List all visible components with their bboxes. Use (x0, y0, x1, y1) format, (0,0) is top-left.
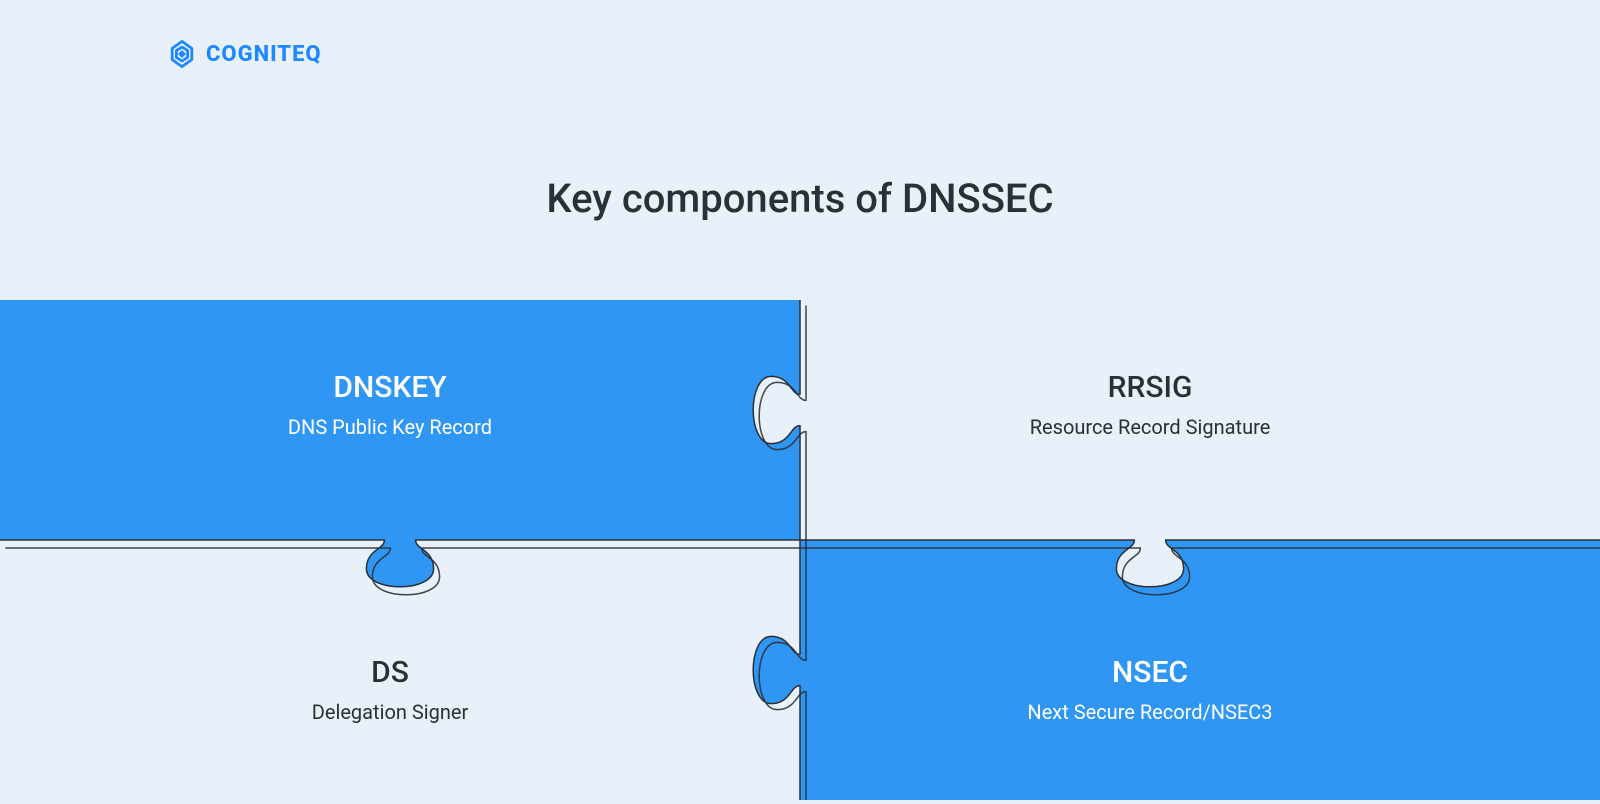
piece-subtitle: Next Secure Record/NSEC3 (950, 700, 1350, 724)
page-title: Key components of DNSSEC (0, 175, 1600, 222)
piece-rrsig: RRSIG Resource Record Signature (950, 370, 1350, 439)
piece-title: DS (190, 655, 590, 690)
piece-ds: DS Delegation Signer (190, 655, 590, 724)
piece-subtitle: Delegation Signer (190, 700, 590, 724)
piece-title: DNSKEY (190, 370, 590, 405)
piece-subtitle: DNS Public Key Record (190, 415, 590, 439)
puzzle-diagram: DNSKEY DNS Public Key Record RRSIG Resou… (0, 300, 1600, 800)
brand-logo: COGNITEQ (168, 40, 322, 68)
piece-subtitle: Resource Record Signature (950, 415, 1350, 439)
piece-dnskey: DNSKEY DNS Public Key Record (190, 370, 590, 439)
logo-icon (168, 40, 196, 68)
piece-title: NSEC (950, 655, 1350, 690)
piece-nsec: NSEC Next Secure Record/NSEC3 (950, 655, 1350, 724)
brand-name: COGNITEQ (206, 42, 322, 67)
piece-title: RRSIG (950, 370, 1350, 405)
